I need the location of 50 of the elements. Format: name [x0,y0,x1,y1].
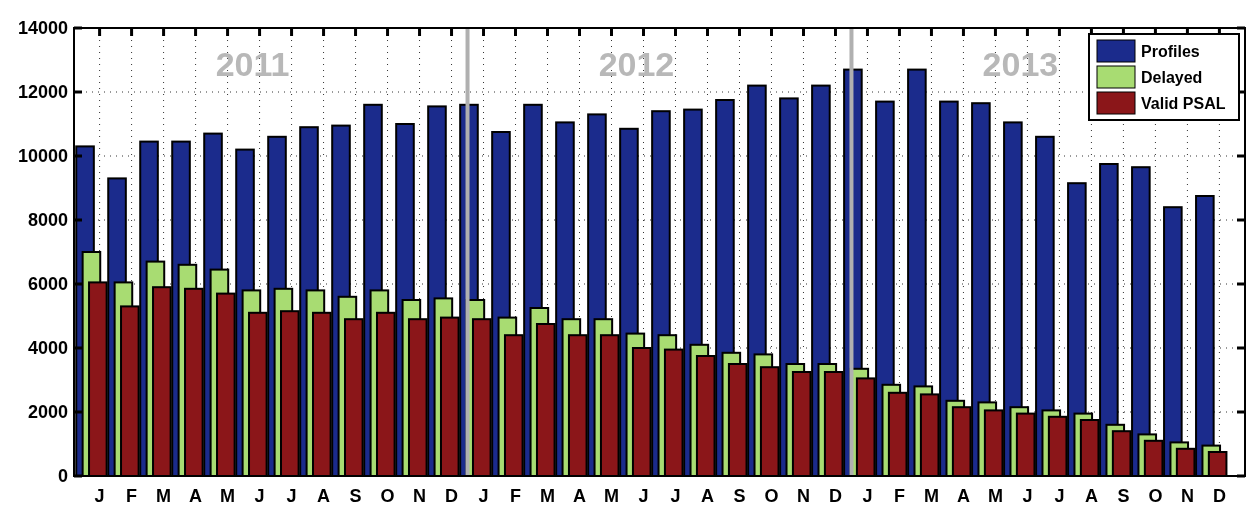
x-tick-label: O [1148,486,1163,506]
x-tick-label: M [923,486,939,506]
annotation: 2011 [215,45,290,83]
y-tick-label: 0 [57,466,68,487]
x-tick-label: A [700,486,714,506]
x-tick-label: M [156,486,172,506]
x-tick-label: F [510,486,522,506]
annotation: 2012 [598,45,675,83]
x-tick-label: N [796,486,810,506]
x-tick-label: D [1212,486,1226,506]
x-tick-label: D [445,486,459,506]
x-tick-label: A [317,486,331,506]
x-tick-label: M [604,486,620,506]
y-tick-label: 12000 [17,82,68,103]
y-tick-label: 2000 [27,402,68,423]
y-tick-label: 6000 [27,274,68,295]
x-tick-label: J [1022,486,1033,506]
annotation: 2013 [982,45,1059,83]
x-tick-label: J [862,486,873,506]
x-tick-label: J [1054,486,1065,506]
x-tick-label: A [573,486,587,506]
x-tick-label: S [1117,486,1130,506]
x-tick-label: M [540,486,556,506]
x-tick-label: F [893,486,905,506]
x-tick-label: J [638,486,649,506]
legend-label: Profiles [1141,42,1200,60]
legend-label: Delayed [1141,68,1203,86]
y-tick-label: 8000 [27,210,68,231]
x-tick-label: M [987,486,1003,506]
x-tick-label: N [413,486,427,506]
y-tick-label: 10000 [17,146,68,167]
y-tick-label: 4000 [27,338,68,359]
x-tick-label: J [254,486,265,506]
x-tick-label: J [286,486,297,506]
x-tick-label: O [380,486,395,506]
x-tick-label: S [733,486,746,506]
x-tick-label: J [478,486,489,506]
x-tick-label: M [220,486,236,506]
x-tick-label: A [189,486,203,506]
x-tick-label: O [764,486,779,506]
x-tick-label: S [349,486,362,506]
y-tick-label: 14000 [17,18,68,39]
x-tick-label: D [828,486,842,506]
x-tick-label: N [1180,486,1194,506]
legend-label: Valid PSAL [1141,94,1226,112]
x-tick-label: J [670,486,681,506]
x-tick-label: A [1084,486,1098,506]
x-tick-label: A [956,486,970,506]
x-tick-label: F [126,486,138,506]
x-tick-label: J [94,486,105,506]
